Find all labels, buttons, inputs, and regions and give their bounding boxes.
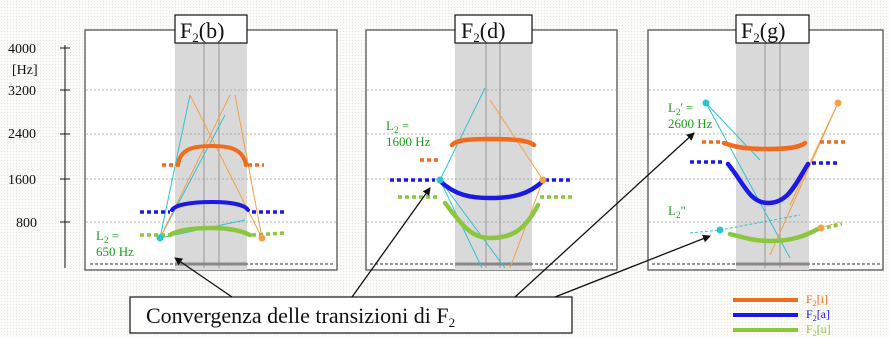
panel-b-locus-value: 650 Hz: [96, 244, 134, 259]
y-tick-2400: 2400: [8, 127, 36, 142]
panel-d-f2-i: [449, 136, 537, 148]
panel-b-locus-point: [258, 234, 266, 242]
arrow-to-panel-g-lower: [554, 234, 711, 298]
panel-b-title-box: [174, 14, 248, 44]
arrow-to-panel-b: [174, 257, 233, 298]
panel-d-f2-u: [442, 200, 541, 241]
panel-d-f2-a: [437, 178, 546, 201]
caption-arrows: [174, 132, 711, 298]
panel-g-locus-value: 2600 Hz: [668, 116, 713, 131]
panel-b-locus-label: L2 =: [96, 228, 119, 245]
panel-b-f2-u: [167, 225, 253, 238]
panel-b: F2(b) L2 = 650 Hz: [84, 14, 338, 271]
y-tick-800: 800: [16, 216, 37, 231]
y-unit: [Hz]: [12, 63, 38, 78]
legend-label-i: F2[i]: [806, 292, 828, 308]
arrow-to-panel-d: [351, 187, 431, 298]
y-tick-3200: 3200: [8, 84, 36, 99]
panel-b-locus-point: [156, 234, 164, 242]
panel-d-locus-point: [436, 176, 444, 184]
panel-b-f2-u-post: [251, 231, 286, 237]
panel-g-title-box: [735, 14, 810, 44]
panel-d-title: F2(d): [461, 18, 505, 45]
y-tick-4000: 4000: [8, 42, 36, 57]
panel-g-f2-u: [727, 226, 821, 244]
legend-label-u: F2[u]: [806, 322, 831, 337]
panel-d: F2(d) L2 = 1600 Hz: [365, 14, 618, 271]
caption-text: Convergenza delle transizioni di F2: [146, 303, 455, 330]
legend: F2[i] F2[a] F2[u]: [733, 292, 831, 337]
panel-b-title: F2(b): [180, 18, 224, 45]
panel-g-grid: [649, 89, 882, 223]
panel-g-locus-point: [716, 226, 724, 234]
panel-d-grid: [367, 89, 616, 223]
legend-label-a: F2[a]: [806, 307, 830, 323]
arrow-to-panel-g-upper: [514, 132, 695, 298]
panel-g-title: F2(g): [741, 18, 785, 45]
panel-g-locus-label: L2' =: [668, 100, 693, 117]
panel-g-locus-point: [702, 99, 710, 107]
y-tick-1600: 1600: [8, 173, 36, 188]
panel-d-title-box: [454, 14, 533, 44]
panel-b-f2-a: [170, 199, 250, 212]
panel-d-locus-point: [539, 176, 547, 184]
y-axis: 4000 [Hz] 3200 2400 1600 800: [8, 42, 70, 268]
panel-d-locus-value: 1600 Hz: [386, 134, 431, 149]
panel-g-locus-point: [817, 224, 825, 232]
panel-d-locus-label: L2 =: [386, 118, 409, 135]
panel-g-f2-a: [725, 161, 811, 206]
panel-g-locus2-label: L2": [668, 203, 686, 220]
panel-g-f2-i: [721, 140, 808, 152]
panel-g: F2(g) L2' = 2600 Hz L2": [647, 14, 884, 271]
panel-d-shade: [455, 30, 532, 270]
caption-box: [129, 296, 573, 334]
panel-b-f2-i: [176, 143, 248, 167]
panel-g-locus-point: [834, 99, 842, 107]
